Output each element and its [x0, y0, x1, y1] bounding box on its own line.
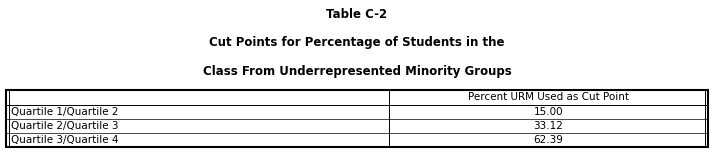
- Text: Class From Underrepresented Minority Groups: Class From Underrepresented Minority Gro…: [203, 65, 511, 78]
- Text: Table C-2: Table C-2: [326, 8, 388, 21]
- Bar: [9, 90, 705, 147]
- Text: Quartile 1/Quartile 2: Quartile 1/Quartile 2: [11, 107, 119, 117]
- Text: Percent URM Used as Cut Point: Percent URM Used as Cut Point: [468, 92, 629, 102]
- Text: Quartile 2/Quartile 3: Quartile 2/Quartile 3: [11, 121, 119, 131]
- Text: 33.12: 33.12: [533, 121, 563, 131]
- Bar: [6, 90, 708, 147]
- Text: 62.39: 62.39: [533, 135, 563, 145]
- Text: Cut Points for Percentage of Students in the: Cut Points for Percentage of Students in…: [209, 36, 505, 50]
- Text: Quartile 3/Quartile 4: Quartile 3/Quartile 4: [11, 135, 119, 145]
- Text: 15.00: 15.00: [533, 107, 563, 117]
